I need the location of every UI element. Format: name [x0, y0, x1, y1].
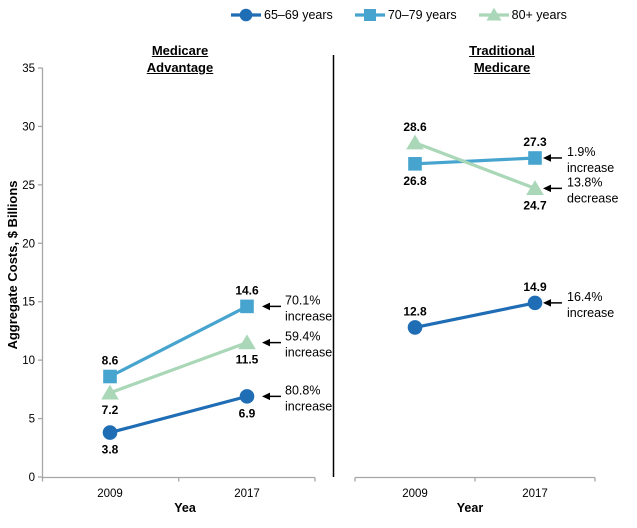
y-tick-label: 35: [22, 63, 35, 75]
annotation-arrowhead: [262, 338, 270, 347]
panel-title-line: Advantage: [146, 60, 214, 75]
x-tick-label: 2009: [97, 488, 123, 500]
annotation-text: 1.9%: [567, 145, 596, 159]
x-tick-label: 2009: [402, 488, 428, 500]
y-tick-label: 30: [22, 121, 35, 133]
annotation-arrowhead: [543, 299, 551, 307]
data-label: 6.9: [239, 406, 256, 420]
series-line: [108, 341, 249, 395]
data-point-marker: [238, 334, 256, 350]
x-axis-title-left: Yea: [174, 501, 196, 515]
legend-triangle-marker-icon: [478, 7, 509, 23]
annotation-text: 13.8%: [567, 175, 602, 189]
data-label: 8.6: [102, 354, 119, 368]
annotation-text: 70.1%: [285, 293, 320, 307]
legend-label: 70–79 years: [387, 8, 457, 22]
x-axis-title-right: Year: [456, 501, 484, 515]
legend-item-70-79: 70–79 years: [354, 7, 457, 23]
annotation-text: increase: [285, 399, 332, 413]
data-point-marker: [527, 295, 543, 311]
chart-legend: 65–69 years 70–79 years 80+ years: [231, 7, 567, 23]
data-point-marker: [408, 157, 422, 171]
legend-item-65-69: 65–69 years: [231, 7, 333, 23]
annotation-text: increase: [567, 306, 614, 320]
y-tick-label: 25: [22, 180, 35, 192]
panel-title-line: Medicare: [473, 60, 531, 75]
legend-item-80plus: 80+ years: [478, 7, 567, 23]
data-label: 14.9: [523, 280, 547, 294]
data-point-marker: [526, 180, 544, 195]
data-label: 11.5: [236, 353, 259, 367]
annotation-text: 59.4%: [285, 330, 320, 344]
data-point-marker: [407, 320, 423, 335]
series-line: [413, 156, 537, 166]
y-tick-label: 15: [22, 297, 35, 309]
x-tick-label: 2017: [234, 488, 260, 500]
x-tick-label: 2017: [522, 488, 548, 500]
data-point-marker: [101, 384, 119, 400]
annotation-arrowhead: [262, 302, 270, 311]
panel-title-medicare-advantage: Medicare Advantage: [80, 42, 280, 76]
data-point-marker: [239, 389, 255, 404]
data-point-marker: [406, 134, 424, 150]
data-point-marker: [103, 369, 117, 384]
series-line: [413, 301, 537, 330]
legend-square-marker-icon: [354, 7, 385, 23]
data-label: 28.6: [403, 120, 427, 134]
data-label: 27.3: [523, 135, 547, 149]
series-line: [413, 141, 537, 190]
data-label: 24.7: [523, 198, 547, 212]
y-tick-label: 20: [22, 238, 35, 250]
y-tick-label: 0: [29, 472, 35, 484]
data-label: 3.8: [102, 443, 119, 457]
data-label: 26.8: [403, 174, 427, 188]
data-point-marker: [102, 425, 118, 440]
annotation-arrowhead: [543, 154, 551, 162]
panel-title-line: Medicare: [151, 43, 209, 58]
series-line: [108, 394, 249, 435]
annotation-arrowhead: [262, 392, 270, 401]
data-point-marker: [240, 299, 254, 314]
y-tick-label: 5: [29, 414, 35, 426]
legend-circle-marker-icon: [231, 7, 261, 23]
data-label: 7.2: [102, 403, 119, 417]
legend-label: 80+ years: [511, 8, 567, 22]
data-label: 14.6: [235, 283, 259, 297]
y-tick-label: 10: [22, 355, 35, 367]
annotation-text: increase: [567, 161, 614, 175]
panel-title-line: Traditional: [469, 43, 535, 58]
annotation-text: decrease: [567, 191, 618, 205]
annotation-text: increase: [285, 346, 332, 360]
series-line: [108, 304, 249, 379]
annotation-text: increase: [285, 309, 332, 323]
data-point-marker: [528, 151, 542, 165]
legend-label: 65–69 years: [264, 8, 333, 22]
annotation-text: 80.8%: [285, 383, 320, 397]
data-label: 12.8: [403, 304, 427, 318]
annotation-text: 16.4%: [567, 290, 602, 304]
annotation-arrowhead: [543, 184, 551, 193]
panel-title-traditional-medicare: Traditional Medicare: [402, 42, 602, 76]
